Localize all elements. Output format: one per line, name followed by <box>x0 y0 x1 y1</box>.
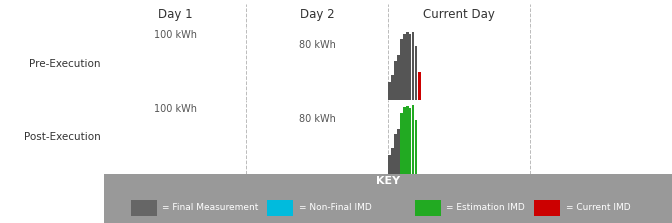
Bar <box>401 113 403 174</box>
Bar <box>401 39 403 100</box>
Bar <box>388 155 391 174</box>
Text: Day 1: Day 1 <box>158 8 192 21</box>
Text: 80 kWh: 80 kWh <box>298 40 335 50</box>
Bar <box>403 107 406 174</box>
Bar <box>394 134 396 174</box>
Bar <box>418 72 421 100</box>
Text: 100 kWh: 100 kWh <box>154 104 197 114</box>
Bar <box>406 32 409 100</box>
Bar <box>394 61 396 100</box>
Text: KEY: KEY <box>376 176 400 186</box>
Text: = Non-Final IMD: = Non-Final IMD <box>298 203 372 212</box>
Bar <box>391 75 394 100</box>
Text: = Final Measurement: = Final Measurement <box>163 203 259 212</box>
Bar <box>391 148 394 174</box>
Text: 100 kWh: 100 kWh <box>154 30 197 40</box>
Bar <box>409 108 411 174</box>
Text: = Current IMD: = Current IMD <box>566 203 630 212</box>
Text: Pre-Execution: Pre-Execution <box>30 59 101 68</box>
Bar <box>415 120 417 174</box>
Bar <box>403 34 406 100</box>
Bar <box>409 34 411 100</box>
Bar <box>415 46 417 100</box>
Bar <box>415 200 441 216</box>
Bar <box>412 105 415 174</box>
Bar <box>412 32 415 100</box>
Bar <box>397 128 400 174</box>
Text: Current Day: Current Day <box>423 8 495 21</box>
Bar <box>534 200 560 216</box>
Text: 80 kWh: 80 kWh <box>298 114 335 124</box>
Text: = Estimation IMD: = Estimation IMD <box>446 203 525 212</box>
Text: Post-Execution: Post-Execution <box>24 132 101 142</box>
Text: Day 2: Day 2 <box>300 8 335 21</box>
Bar <box>267 200 293 216</box>
Bar <box>406 106 409 174</box>
Bar <box>131 200 157 216</box>
Bar <box>388 82 391 100</box>
Bar <box>397 55 400 100</box>
